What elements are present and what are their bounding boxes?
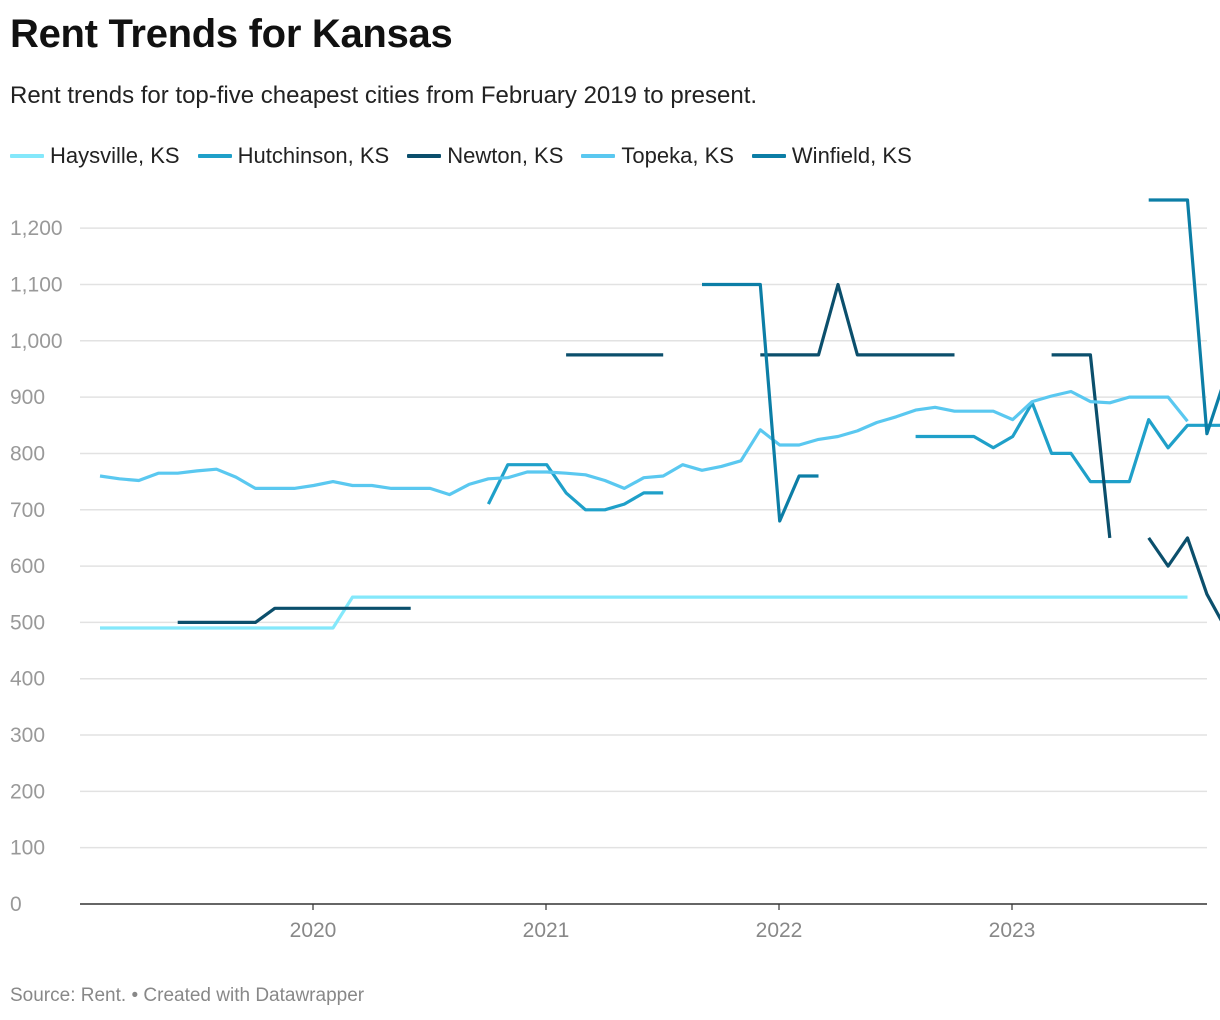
series-line-4	[1148, 198, 1220, 436]
x-tick-label: 2022	[756, 919, 803, 942]
series-line-2	[760, 282, 955, 357]
series-line-2	[1147, 536, 1220, 622]
series-line-4	[702, 282, 819, 523]
series-line-0	[100, 595, 1188, 630]
x-tick-label: 2021	[523, 919, 570, 942]
y-tick-label: 800	[10, 442, 45, 465]
legend-item-0: Haysville, KS	[10, 143, 180, 169]
created-with-link[interactable]: Created with Datawrapper	[143, 985, 365, 1006]
y-tick-label: 100	[10, 837, 45, 860]
chart-footer: Source: Rent. • Created with Datawrapper	[10, 985, 364, 1007]
legend-swatch	[407, 154, 442, 158]
legend-label: Haysville, KS	[50, 143, 180, 168]
y-tick-label: 1,000	[10, 330, 63, 353]
y-tick-label: 0	[10, 893, 22, 916]
legend-swatch	[581, 154, 616, 158]
legend-label: Hutchinson, KS	[237, 143, 390, 168]
y-tick-label: 200	[10, 780, 45, 803]
series-line-2	[1051, 353, 1112, 539]
y-tick-label: 500	[10, 611, 45, 634]
line-chart: 0 100 200 300 400 500 600 700 800 900 1,000 1,100 1,…	[10, 198, 1220, 942]
legend-label: Topeka, KS	[621, 143, 734, 168]
legend-item-4: Winfield, KS	[751, 143, 912, 169]
legend-item-1: Hutchinson, KS	[197, 143, 390, 169]
chart-legend: Haysville, KS Hutchinson, KS Newton, KS Top…	[10, 143, 930, 169]
y-tick-label: 1,200	[10, 217, 63, 240]
legend-swatch	[197, 154, 232, 158]
y-tick-label: 900	[10, 386, 45, 409]
chart-subtitle: Rent trends for top-five cheapest cities…	[10, 82, 758, 109]
y-tick-label: 1,100	[10, 273, 63, 296]
series-line-2	[177, 606, 411, 625]
series-line-1	[486, 463, 664, 512]
series-line-1	[915, 401, 1220, 484]
series-line-3	[99, 389, 1189, 497]
footer-separator: •	[126, 985, 144, 1006]
x-tick-label: 2023	[989, 919, 1036, 942]
source-text: Source: Rent.	[10, 985, 127, 1006]
y-tick-label: 400	[10, 668, 45, 691]
y-tick-label: 600	[10, 555, 45, 578]
legend-label: Newton, KS	[447, 143, 564, 168]
legend-swatch	[751, 154, 786, 158]
legend-item-3: Topeka, KS	[581, 143, 734, 169]
chart-title: Rent Trends for Kansas	[10, 12, 453, 56]
y-tick-label: 300	[10, 724, 45, 747]
legend-label: Winfield, KS	[791, 143, 912, 168]
legend-item-2: Newton, KS	[407, 143, 563, 169]
legend-swatch	[10, 154, 44, 158]
y-tick-label: 700	[10, 499, 45, 522]
x-tick-label: 2020	[290, 919, 337, 942]
